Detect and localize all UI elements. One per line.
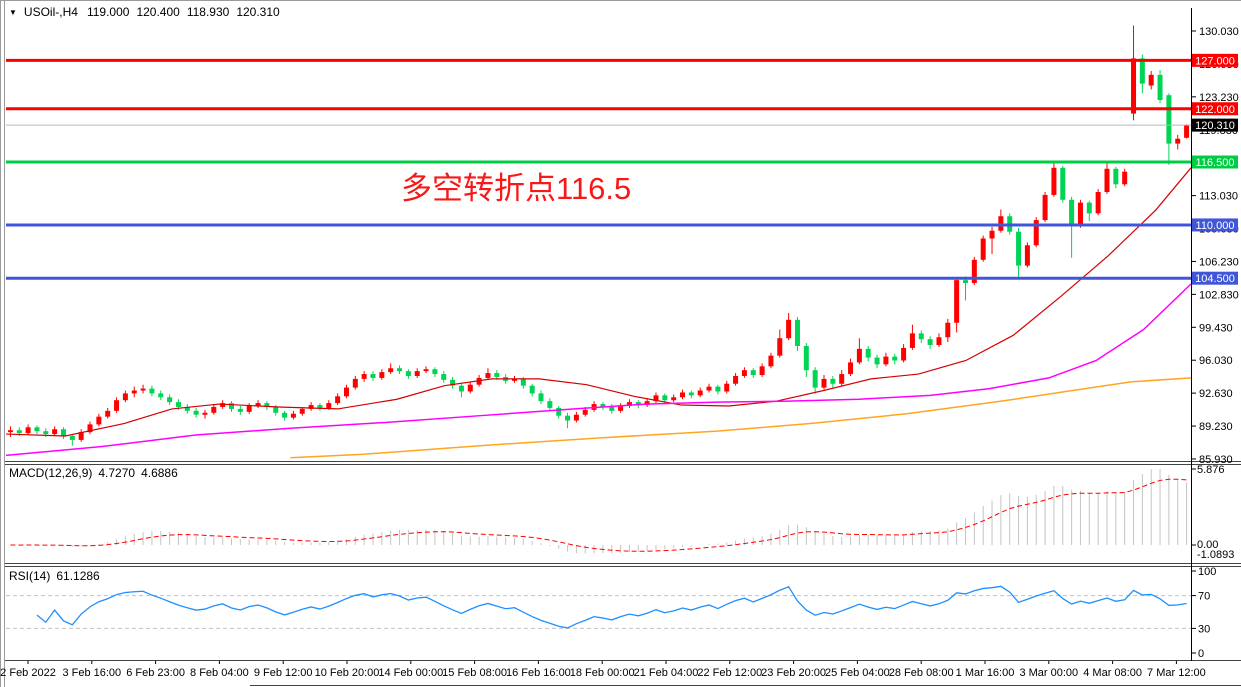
svg-text:0.00: 0.00 xyxy=(1197,539,1218,551)
svg-text:21 Feb 04:00: 21 Feb 04:00 xyxy=(634,667,699,679)
macd-axis-labels: 5.876 0.00-1.0893 xyxy=(1191,464,1234,561)
svg-text:92.630: 92.630 xyxy=(1199,388,1233,400)
rsi-line xyxy=(36,585,1187,629)
svg-text:16 Feb 16:00: 16 Feb 16:00 xyxy=(506,667,571,679)
svg-text:122.000: 122.000 xyxy=(1195,104,1235,116)
rsi-axis-labels: 100 70 30 0 xyxy=(1191,566,1216,660)
macd-signal-value: 4.6886 xyxy=(141,466,178,480)
svg-text:113.030: 113.030 xyxy=(1199,191,1238,203)
svg-text:106.230: 106.230 xyxy=(1199,256,1239,268)
candlesticks xyxy=(7,25,1190,446)
ohlc-open: 119.000 xyxy=(86,5,130,19)
svg-text:96.030: 96.030 xyxy=(1199,355,1233,367)
svg-text:28 Feb 08:00: 28 Feb 08:00 xyxy=(889,667,954,679)
ohlc-high: 120.400 xyxy=(136,5,180,19)
rsi-value: 61.1286 xyxy=(56,569,100,583)
svg-text:14 Feb 00:00: 14 Feb 00:00 xyxy=(378,667,443,679)
svg-text:116.500: 116.500 xyxy=(1196,157,1235,169)
svg-text:127.000: 127.000 xyxy=(1195,55,1235,67)
svg-text:23 Feb 20:00: 23 Feb 20:00 xyxy=(761,667,826,679)
symbol-period-label: USOil-,H4 xyxy=(23,5,78,19)
svg-text:10 Feb 20:00: 10 Feb 20:00 xyxy=(315,667,380,679)
svg-text:85.930: 85.930 xyxy=(1199,454,1233,466)
svg-text:22 Feb 12:00: 22 Feb 12:00 xyxy=(697,667,762,679)
svg-text:30: 30 xyxy=(1198,623,1210,635)
svg-text:130.030: 130.030 xyxy=(1199,26,1239,38)
svg-text:1 Mar 16:00: 1 Mar 16:00 xyxy=(956,667,1015,679)
ma-line-fast xyxy=(5,167,1192,437)
dropdown-arrow-icon[interactable]: ▼ xyxy=(9,8,17,17)
ohlc-close: 120.310 xyxy=(236,5,280,19)
rsi-indicator-label: RSI(14) 61.1286 xyxy=(9,569,100,583)
svg-text:15 Feb 08:00: 15 Feb 08:00 xyxy=(442,667,507,679)
svg-text:9 Feb 12:00: 9 Feb 12:00 xyxy=(254,667,313,679)
svg-text:7 Mar 12:00: 7 Mar 12:00 xyxy=(1147,667,1206,679)
ohlc-low: 118.930 xyxy=(186,5,230,19)
svg-text:-1.0893: -1.0893 xyxy=(1197,549,1234,561)
svg-text:70: 70 xyxy=(1198,591,1210,603)
svg-text:89.230: 89.230 xyxy=(1199,421,1233,433)
macd-indicator-label: MACD(12,26,9) 4.7270 4.6886 xyxy=(9,466,178,480)
svg-text:104.500: 104.500 xyxy=(1195,273,1235,285)
ma-line-slow xyxy=(290,377,1192,459)
macd-histogram xyxy=(18,469,1188,554)
price-axis-labels: 130.030126.630123.230119.830116.430113.0… xyxy=(1191,26,1239,466)
svg-text:3 Mar 00:00: 3 Mar 00:00 xyxy=(1019,667,1078,679)
macd-name: MACD(12,26,9) xyxy=(9,466,93,480)
rsi-name: RSI(14) xyxy=(9,569,51,583)
rsi-level-lines xyxy=(6,595,1191,629)
macd-main-value: 4.7270 xyxy=(98,466,136,480)
svg-text:6 Feb 23:00: 6 Feb 23:00 xyxy=(126,667,185,679)
svg-text:8 Feb 04:00: 8 Feb 04:00 xyxy=(190,667,249,679)
symbol-title: ▼ USOil-,H4 119.000 120.400 118.930 120.… xyxy=(9,5,280,19)
svg-text:0: 0 xyxy=(1198,648,1204,660)
time-axis-labels[interactable]: 2 Feb 2022 3 Feb 16:00 6 Feb 23:00 8 Feb 04… xyxy=(0,661,1206,679)
svg-text:4 Mar 08:00: 4 Mar 08:00 xyxy=(1083,667,1142,679)
macd-signal-line xyxy=(10,478,1187,552)
svg-text:25 Feb 04:00: 25 Feb 04:00 xyxy=(825,667,890,679)
svg-text:100: 100 xyxy=(1198,566,1216,578)
svg-text:2 Feb 2022: 2 Feb 2022 xyxy=(0,667,56,679)
ma-line-medium xyxy=(5,283,1192,457)
svg-text:3 Feb 16:00: 3 Feb 16:00 xyxy=(62,667,121,679)
svg-text:18 Feb 00:00: 18 Feb 00:00 xyxy=(570,667,635,679)
price-badges: 127.000 122.000 116.500 110.000 104.500 120.3… xyxy=(1192,53,1238,285)
svg-text:102.830: 102.830 xyxy=(1199,289,1239,301)
svg-text:5.876: 5.876 xyxy=(1197,464,1225,476)
level-lines[interactable] xyxy=(6,58,1191,280)
svg-text:110.000: 110.000 xyxy=(1196,220,1235,232)
pivot-annotation-text[interactable]: 多空转折点116.5 xyxy=(401,171,632,206)
svg-text:120.310: 120.310 xyxy=(1195,120,1235,132)
svg-text:99.430: 99.430 xyxy=(1199,322,1233,334)
svg-text:123.230: 123.230 xyxy=(1199,92,1239,104)
